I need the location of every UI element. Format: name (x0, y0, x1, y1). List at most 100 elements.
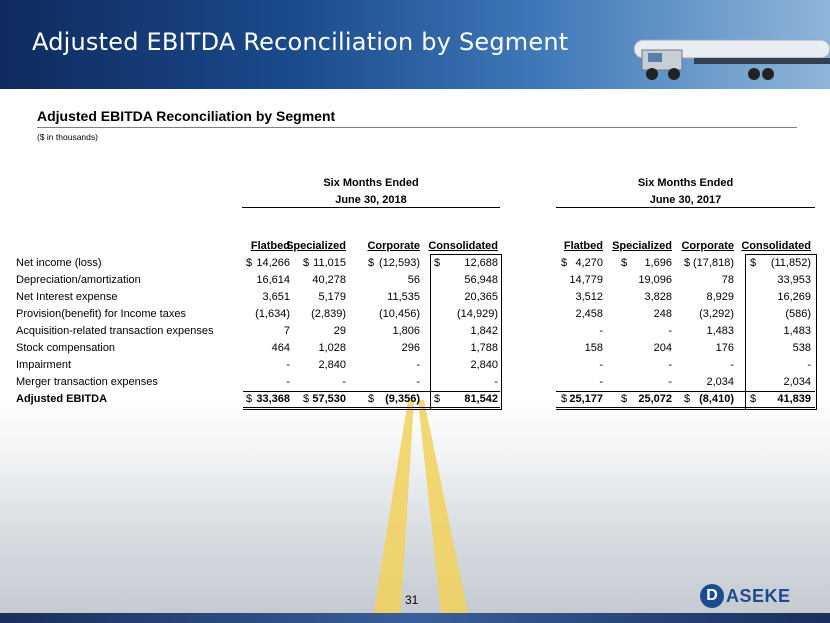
currency-symbol: $ (684, 257, 691, 269)
table-cell: - (286, 376, 290, 388)
table-cell: (2,839) (311, 308, 346, 320)
table-cell: (17,818) (693, 257, 734, 269)
table-cell: - (668, 376, 672, 388)
row-label: Merger transaction expenses (16, 376, 158, 388)
currency-symbol: $ (621, 257, 628, 269)
table-cell: 1,696 (644, 257, 672, 269)
table-cell: (3,292) (699, 308, 734, 320)
period-header-line1: Six Months Ended (637, 177, 734, 189)
table-cell: 81,542 (464, 393, 498, 405)
table-cell: 16,614 (256, 274, 290, 286)
table-cell: 176 (715, 342, 734, 354)
column-header: Consolidated (428, 240, 498, 252)
table-cell: 14,779 (569, 274, 603, 286)
table-cell: - (342, 376, 346, 388)
table-cell: 20,365 (464, 291, 498, 303)
table-cell: 3,651 (262, 291, 290, 303)
currency-symbol: $ (303, 393, 310, 405)
section-divider (37, 127, 797, 128)
table-cell: 78 (721, 274, 734, 286)
table-cell: 1,806 (392, 325, 420, 337)
logo-mark-icon: D (700, 584, 724, 608)
table-cell: 1,842 (470, 325, 498, 337)
table-cell: - (416, 359, 420, 371)
period-header-line2: June 30, 2018 (335, 194, 407, 206)
table-cell: 158 (584, 342, 603, 354)
road-background (0, 400, 830, 623)
table-cell: 2,034 (783, 376, 811, 388)
row-label: Provision(benefit) for Income taxes (16, 308, 186, 320)
table-cell: 2,034 (706, 376, 734, 388)
table-cell: 2,840 (318, 359, 346, 371)
row-label: Impairment (16, 359, 72, 371)
table-cell: 3,512 (575, 291, 603, 303)
table-cell: 2,458 (575, 308, 603, 320)
table-cell: (1,634) (255, 308, 290, 320)
currency-symbol: $ (750, 393, 757, 405)
currency-symbol: $ (561, 393, 568, 405)
table-cell: 7 (283, 325, 290, 337)
table-cell: (12,593) (379, 257, 420, 269)
table-cell: 538 (792, 342, 811, 354)
units-note: ($ in thousands) (37, 132, 98, 142)
banner-title: Adjusted EBITDA Reconciliation by Segmen… (32, 28, 569, 56)
logo-text: ASEKE (726, 585, 791, 606)
table-cell: 33,368 (256, 393, 290, 405)
currency-symbol: $ (246, 257, 253, 269)
currency-symbol: $ (368, 393, 375, 405)
table-cell: 16,269 (777, 291, 811, 303)
table-cell: 204 (653, 342, 672, 354)
table-cell: - (416, 376, 420, 388)
currency-symbol: $ (303, 257, 310, 269)
total-rule (243, 391, 500, 392)
table-cell: 4,270 (575, 257, 603, 269)
currency-symbol: $ (561, 257, 568, 269)
table-cell: 25,177 (569, 393, 603, 405)
currency-symbol: $ (684, 393, 691, 405)
table-cell: - (668, 325, 672, 337)
table-cell: 56 (407, 274, 420, 286)
column-header: Specialized (612, 240, 672, 252)
table-cell: 40,278 (312, 274, 346, 286)
table-cell: (11,852) (770, 257, 811, 269)
currency-symbol: $ (434, 257, 441, 269)
table-cell: - (730, 359, 734, 371)
table-cell: 33,953 (777, 274, 811, 286)
consolidated-box (430, 254, 502, 410)
road-lines-icon (372, 400, 470, 623)
section-title: Adjusted EBITDA Reconciliation by Segmen… (37, 108, 336, 124)
period-header-rule (556, 207, 815, 208)
table-cell: (586) (785, 308, 811, 320)
table-cell: 1,788 (470, 342, 498, 354)
table-cell: 12,688 (464, 257, 498, 269)
table-cell: 1,483 (783, 325, 811, 337)
column-header: Flatbed (250, 240, 290, 252)
table-cell: (8,410) (699, 393, 734, 405)
table-cell: - (494, 376, 498, 388)
period-header-line2: June 30, 2017 (649, 194, 722, 206)
table-cell: - (668, 359, 672, 371)
table-cell: 11,015 (313, 257, 346, 269)
table-cell: 1,028 (318, 342, 346, 354)
table-cell: 41,839 (777, 393, 811, 405)
table-cell: 3,828 (644, 291, 672, 303)
total-rule (556, 409, 815, 410)
table-cell: 57,530 (312, 393, 346, 405)
table-cell: 1,483 (706, 325, 734, 337)
table-cell: - (599, 376, 603, 388)
table-cell: - (599, 325, 603, 337)
currency-symbol: $ (750, 257, 757, 269)
row-label: Net income (loss) (16, 257, 102, 269)
total-rule (243, 409, 500, 410)
table-cell: (14,929) (457, 308, 498, 320)
table-cell: 2,840 (470, 359, 498, 371)
page-number: 31 (405, 593, 419, 607)
table-cell: 11,535 (387, 291, 420, 303)
consolidated-box (745, 254, 817, 410)
table-cell: 29 (333, 325, 346, 337)
table-cell: 14,266 (256, 257, 290, 269)
daseke-logo: D ASEKE (700, 584, 791, 608)
table-cell: - (286, 359, 290, 371)
table-cell: 8,929 (706, 291, 734, 303)
column-header: Corporate (367, 240, 420, 252)
